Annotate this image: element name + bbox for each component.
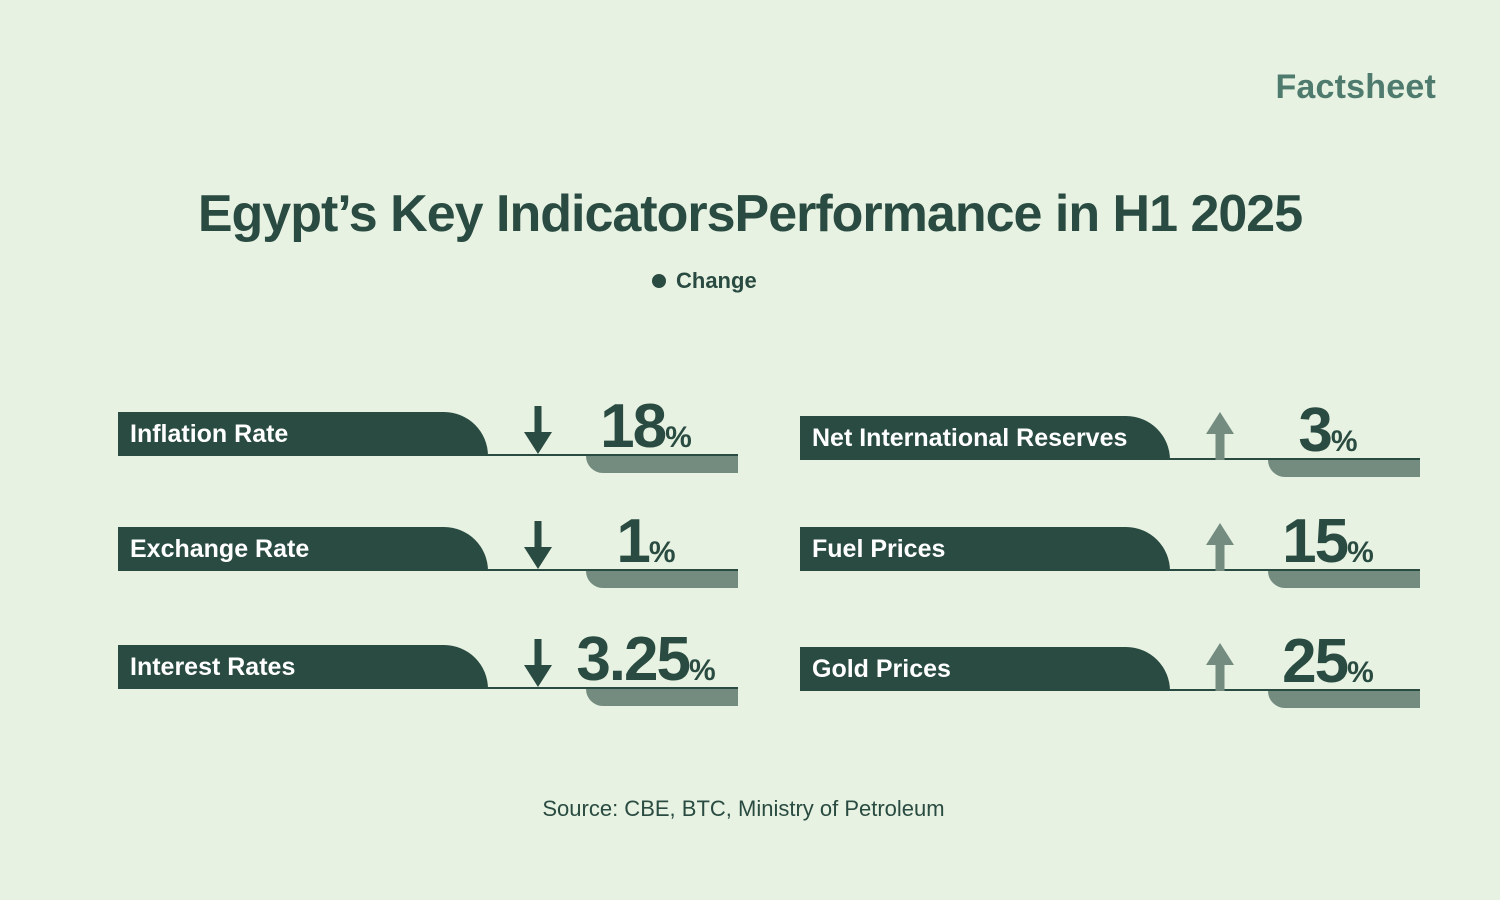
brand-logo: Factsheet <box>1275 68 1436 106</box>
percent-sign: % <box>1347 656 1374 689</box>
value-tab <box>1268 460 1420 477</box>
indicator-row: Inflation Rate 18% <box>118 396 738 476</box>
arrow-up-icon <box>1205 641 1235 691</box>
change-value: 18% <box>538 396 754 458</box>
value-tab <box>586 571 738 588</box>
change-number: 1 <box>616 507 651 576</box>
change-number: 15 <box>1282 507 1349 576</box>
indicator-label: Fuel Prices <box>800 527 1170 571</box>
change-value: 1% <box>538 511 754 573</box>
indicator-label: Exchange Rate <box>118 527 488 571</box>
arrow-down-icon <box>523 639 553 689</box>
change-number: 3.25 <box>576 625 691 694</box>
percent-sign: % <box>1347 536 1374 569</box>
change-value: 3% <box>1220 400 1436 462</box>
change-value: 3.25% <box>538 629 754 691</box>
arrow-down-icon <box>523 406 553 456</box>
value-tab <box>1268 691 1420 708</box>
indicator-row: Gold Prices 25% <box>800 631 1420 711</box>
baseline-divider <box>800 458 1420 460</box>
indicator-label: Net International Reserves <box>800 416 1170 460</box>
indicator-row: Fuel Prices 15% <box>800 511 1420 591</box>
indicator-label: Interest Rates <box>118 645 488 689</box>
legend-label: Change <box>676 268 757 293</box>
value-tab <box>586 689 738 706</box>
arrow-down-icon <box>523 521 553 571</box>
change-value: 15% <box>1220 511 1436 573</box>
change-number: 25 <box>1282 627 1349 696</box>
indicator-label: Inflation Rate <box>118 412 488 456</box>
indicator-label: Gold Prices <box>800 647 1170 691</box>
indicator-row: Net International Reserves 3% <box>800 400 1420 480</box>
value-tab <box>1268 571 1420 588</box>
baseline-divider <box>118 454 738 456</box>
legend-marker <box>652 274 666 288</box>
chart-title: Egypt’s Key IndicatorsPerformance in H1 … <box>197 185 1303 243</box>
source-note: Source: CBE, BTC, Ministry of Petroleum <box>542 796 945 821</box>
percent-sign: % <box>688 654 716 687</box>
change-number: 3 <box>1298 396 1333 465</box>
indicator-row: Exchange Rate 1% <box>118 511 738 591</box>
arrow-up-icon <box>1205 521 1235 571</box>
percent-sign: % <box>665 421 692 454</box>
baseline-divider <box>800 689 1420 691</box>
indicator-row: Interest Rates 3.25% <box>118 629 738 709</box>
baseline-divider <box>118 569 738 571</box>
change-number: 18 <box>600 392 667 461</box>
baseline-divider <box>118 687 738 689</box>
percent-sign: % <box>648 536 676 569</box>
value-tab <box>586 456 738 473</box>
legend: Change <box>652 268 757 294</box>
change-value: 25% <box>1220 631 1436 693</box>
baseline-divider <box>800 569 1420 571</box>
arrow-up-icon <box>1205 410 1235 460</box>
percent-sign: % <box>1330 425 1358 458</box>
